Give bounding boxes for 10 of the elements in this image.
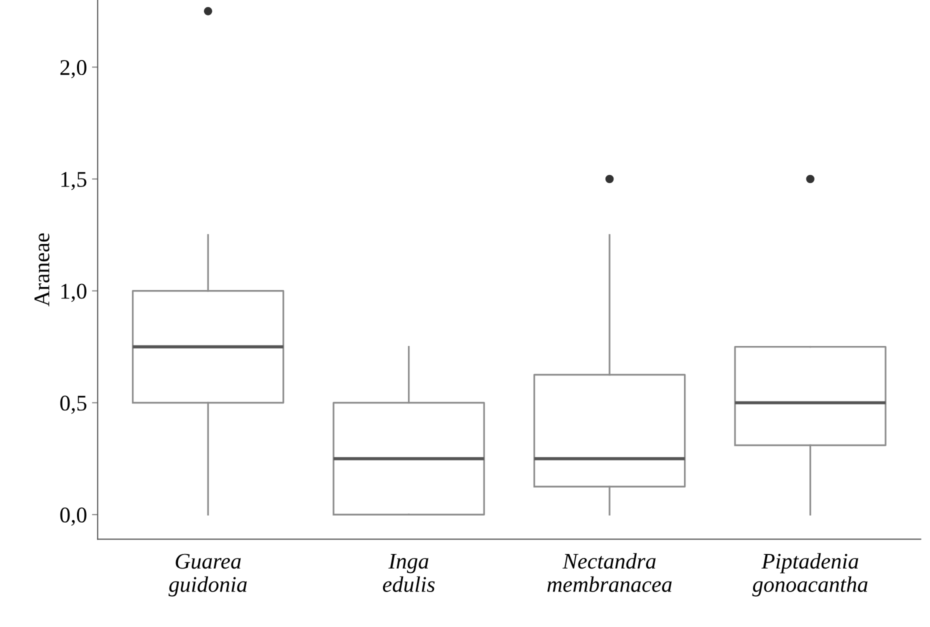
x-tick-label: Piptadenia gonoacantha: [752, 553, 868, 596]
y-tick-label: 0,0: [60, 508, 86, 526]
y-tick-label: 1,5: [61, 172, 86, 190]
y-tick-label: 0,5: [60, 396, 86, 414]
y-tick-label: 1,0: [61, 284, 86, 302]
x-tick-label: Nectandra membranacea: [547, 553, 672, 592]
x-tick-label: Guarea guidonia: [168, 554, 247, 596]
y-axis-title: Araneae: [34, 233, 50, 306]
x-tick-label: Inga edulis: [382, 554, 435, 592]
y-tick-label: 2,0: [60, 60, 86, 78]
